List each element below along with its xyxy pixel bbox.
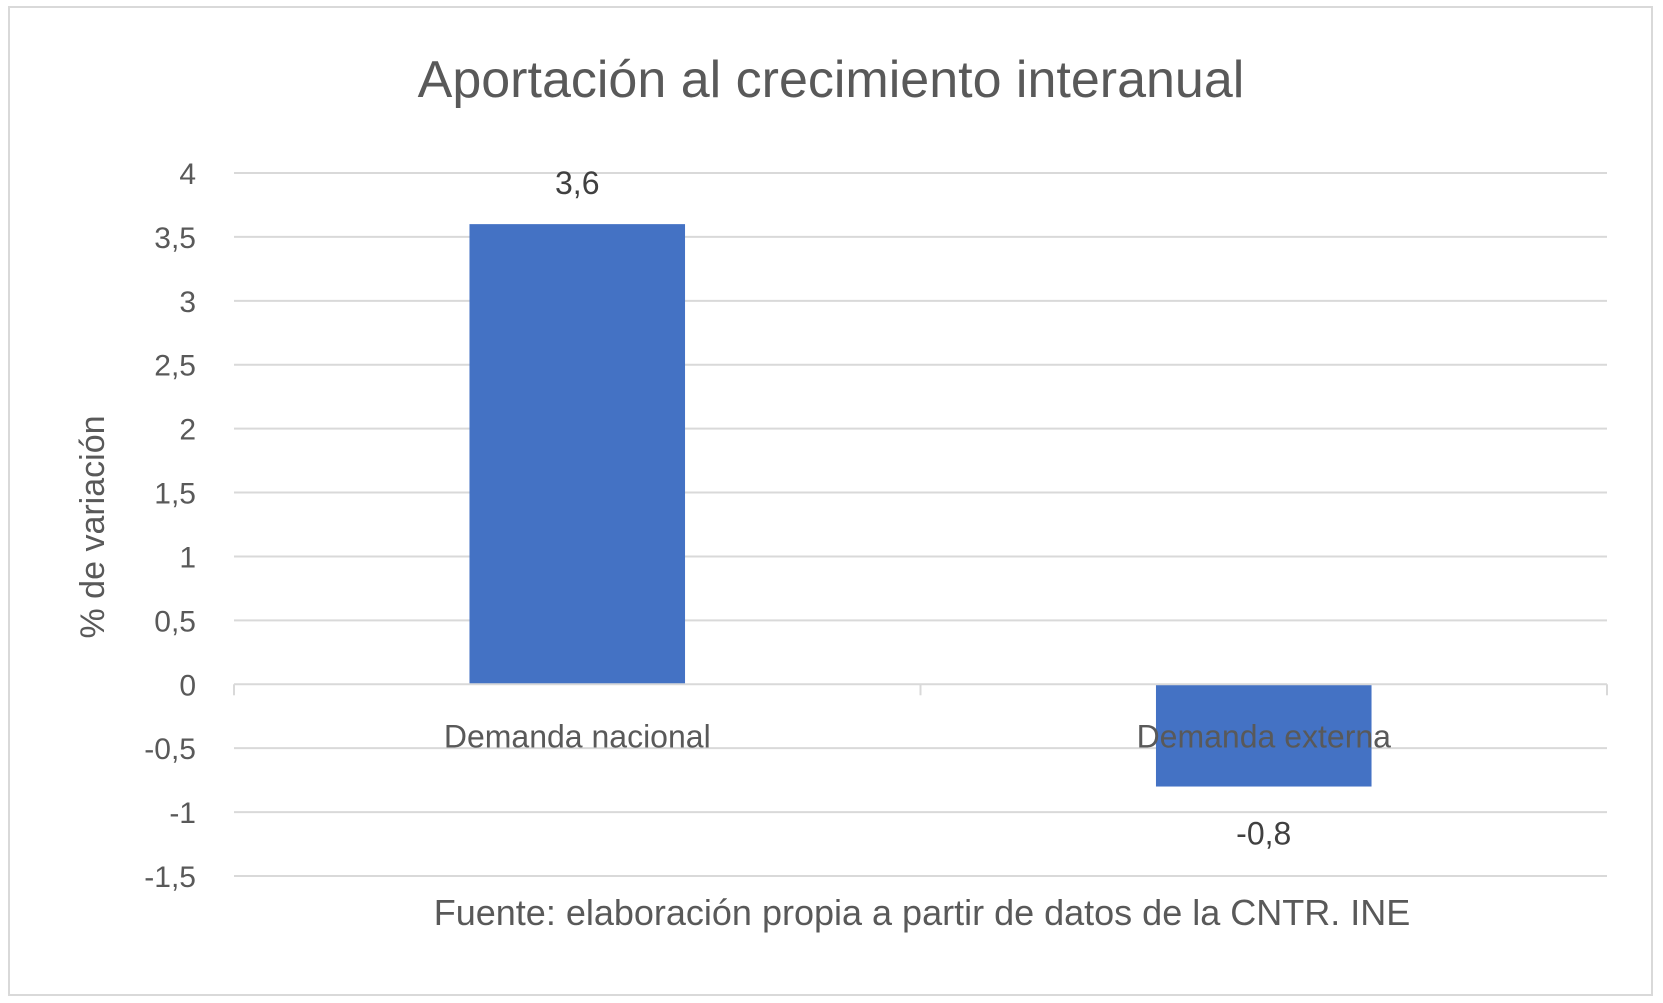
y-tick-label: 3 [179, 286, 196, 319]
bar-demanda-nacional [469, 224, 686, 685]
grid-lines [234, 172, 1607, 877]
y-tick-label: 2 [179, 414, 196, 447]
data-label: 3,6 [555, 165, 599, 201]
y-tick-label: 1,5 [154, 478, 196, 511]
x-axis [233, 683, 1608, 696]
y-axis-title: % de variación [74, 415, 112, 638]
y-tick-label: 3,5 [154, 222, 196, 255]
category-labels: Demanda nacional Demanda externa [444, 718, 1391, 754]
data-label: -0,8 [1236, 816, 1291, 852]
category-label: Demanda externa [1137, 718, 1392, 754]
y-tick-label: 0,5 [154, 605, 196, 638]
y-tick-label: -1 [169, 797, 196, 830]
y-tick-label: 4 [179, 158, 196, 191]
category-label: Demanda nacional [444, 718, 711, 754]
y-tick-label: -0,5 [144, 733, 196, 766]
data-labels: 3,6 -0,8 [555, 165, 1291, 851]
source-note: Fuente: elaboración propia a partir de d… [434, 892, 1411, 933]
bar-demanda-externa [1155, 684, 1372, 787]
y-tick-label: 1 [179, 541, 196, 574]
y-tick-label: -1,5 [144, 861, 196, 894]
chart-frame [8, 6, 1653, 996]
y-axis-ticks: 4 3,5 3 2,5 2 1,5 1 0,5 0 -0,5 -1 -1,5 [144, 158, 196, 894]
y-tick-label: 0 [179, 669, 196, 702]
bars [469, 224, 1372, 787]
y-tick-label: 2,5 [154, 350, 196, 383]
chart-title: Aportación al crecimiento interanual [418, 51, 1245, 109]
